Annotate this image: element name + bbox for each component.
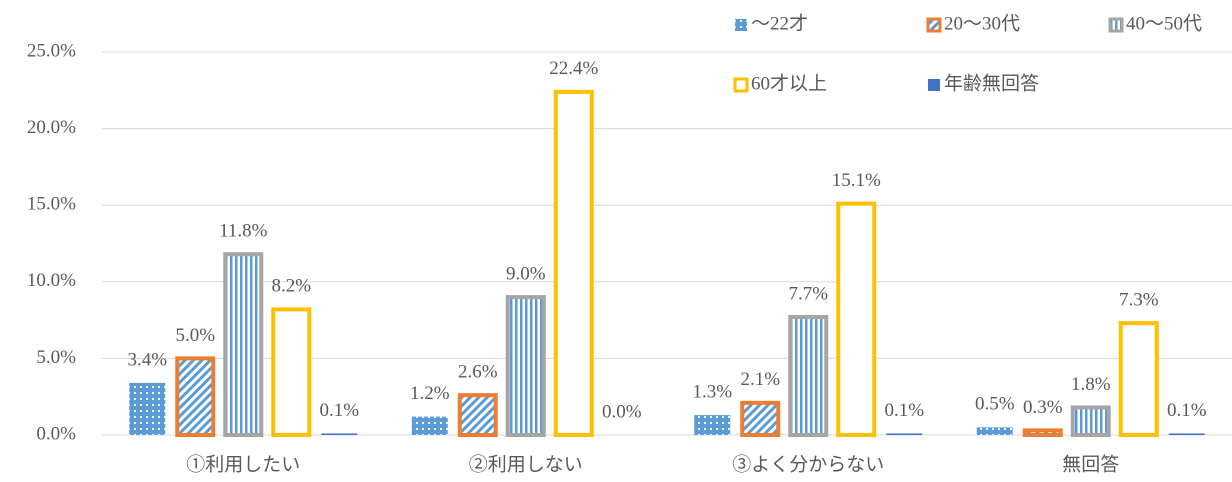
value-label: 9.0% xyxy=(506,263,546,284)
value-label: 15.1% xyxy=(832,170,881,191)
legend-swatch xyxy=(1108,17,1124,33)
bar xyxy=(1118,321,1159,437)
legend-label: ～22才 xyxy=(751,12,808,34)
y-tick-label: 0.0% xyxy=(36,423,76,444)
value-label: 0.1% xyxy=(319,400,359,421)
value-label: 2.1% xyxy=(740,369,780,390)
legend-label: 40～50代 xyxy=(1126,12,1202,34)
legend-label: 60才以上 xyxy=(751,72,827,94)
bar xyxy=(457,393,498,437)
bar xyxy=(175,356,216,437)
value-label: 0.0% xyxy=(602,401,642,422)
value-label: 22.4% xyxy=(549,58,598,79)
y-tick-label: 10.0% xyxy=(27,270,76,291)
value-label: 3.4% xyxy=(127,349,167,370)
value-label: 2.6% xyxy=(458,362,498,383)
bar xyxy=(1070,405,1111,438)
value-label: 0.3% xyxy=(1023,397,1063,418)
bar xyxy=(411,416,448,435)
value-label: 0.1% xyxy=(884,400,924,421)
bar xyxy=(129,382,166,435)
bar xyxy=(788,315,829,438)
value-label: 5.0% xyxy=(175,325,215,346)
legend-swatch xyxy=(926,17,942,33)
legend-swatch xyxy=(735,19,747,31)
bar xyxy=(553,89,594,437)
bar xyxy=(505,295,546,437)
bar xyxy=(976,427,1013,435)
y-tick-label: 5.0% xyxy=(36,347,76,368)
value-label: 11.8% xyxy=(219,221,268,242)
bar xyxy=(694,415,731,435)
value-label: 1.3% xyxy=(692,381,732,402)
x-tick-label: ③よく分からない xyxy=(732,453,884,475)
legend-label: 年齢無回答 xyxy=(944,72,1039,94)
bar xyxy=(836,201,877,437)
bar xyxy=(886,433,923,435)
y-tick-label: 15.0% xyxy=(27,194,76,215)
bar xyxy=(740,400,781,438)
x-tick-label: 無回答 xyxy=(1062,453,1119,475)
legend-swatch xyxy=(733,77,749,93)
bar xyxy=(271,307,312,438)
legend-swatch xyxy=(928,79,940,91)
bar xyxy=(1022,428,1063,437)
y-tick-label: 20.0% xyxy=(27,117,76,138)
value-label: 7.7% xyxy=(788,283,828,304)
legend-label: 20～30代 xyxy=(944,12,1020,34)
y-tick-label: 25.0% xyxy=(27,40,76,61)
value-label: 0.5% xyxy=(975,394,1015,415)
value-label: 8.2% xyxy=(271,276,311,297)
x-tick-label: ②利用しない xyxy=(469,453,583,475)
bar xyxy=(321,433,358,435)
x-tick-label: ①利用したい xyxy=(186,453,300,475)
bar xyxy=(223,252,264,437)
value-label: 0.1% xyxy=(1167,400,1207,421)
value-label: 7.3% xyxy=(1119,290,1159,311)
value-label: 1.8% xyxy=(1071,374,1111,395)
bar xyxy=(1168,433,1205,435)
value-label: 1.2% xyxy=(410,383,450,404)
